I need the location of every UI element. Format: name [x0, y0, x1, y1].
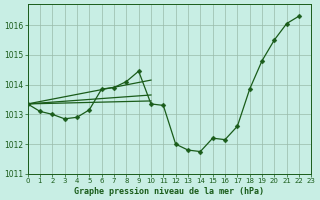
X-axis label: Graphe pression niveau de la mer (hPa): Graphe pression niveau de la mer (hPa) — [75, 187, 265, 196]
